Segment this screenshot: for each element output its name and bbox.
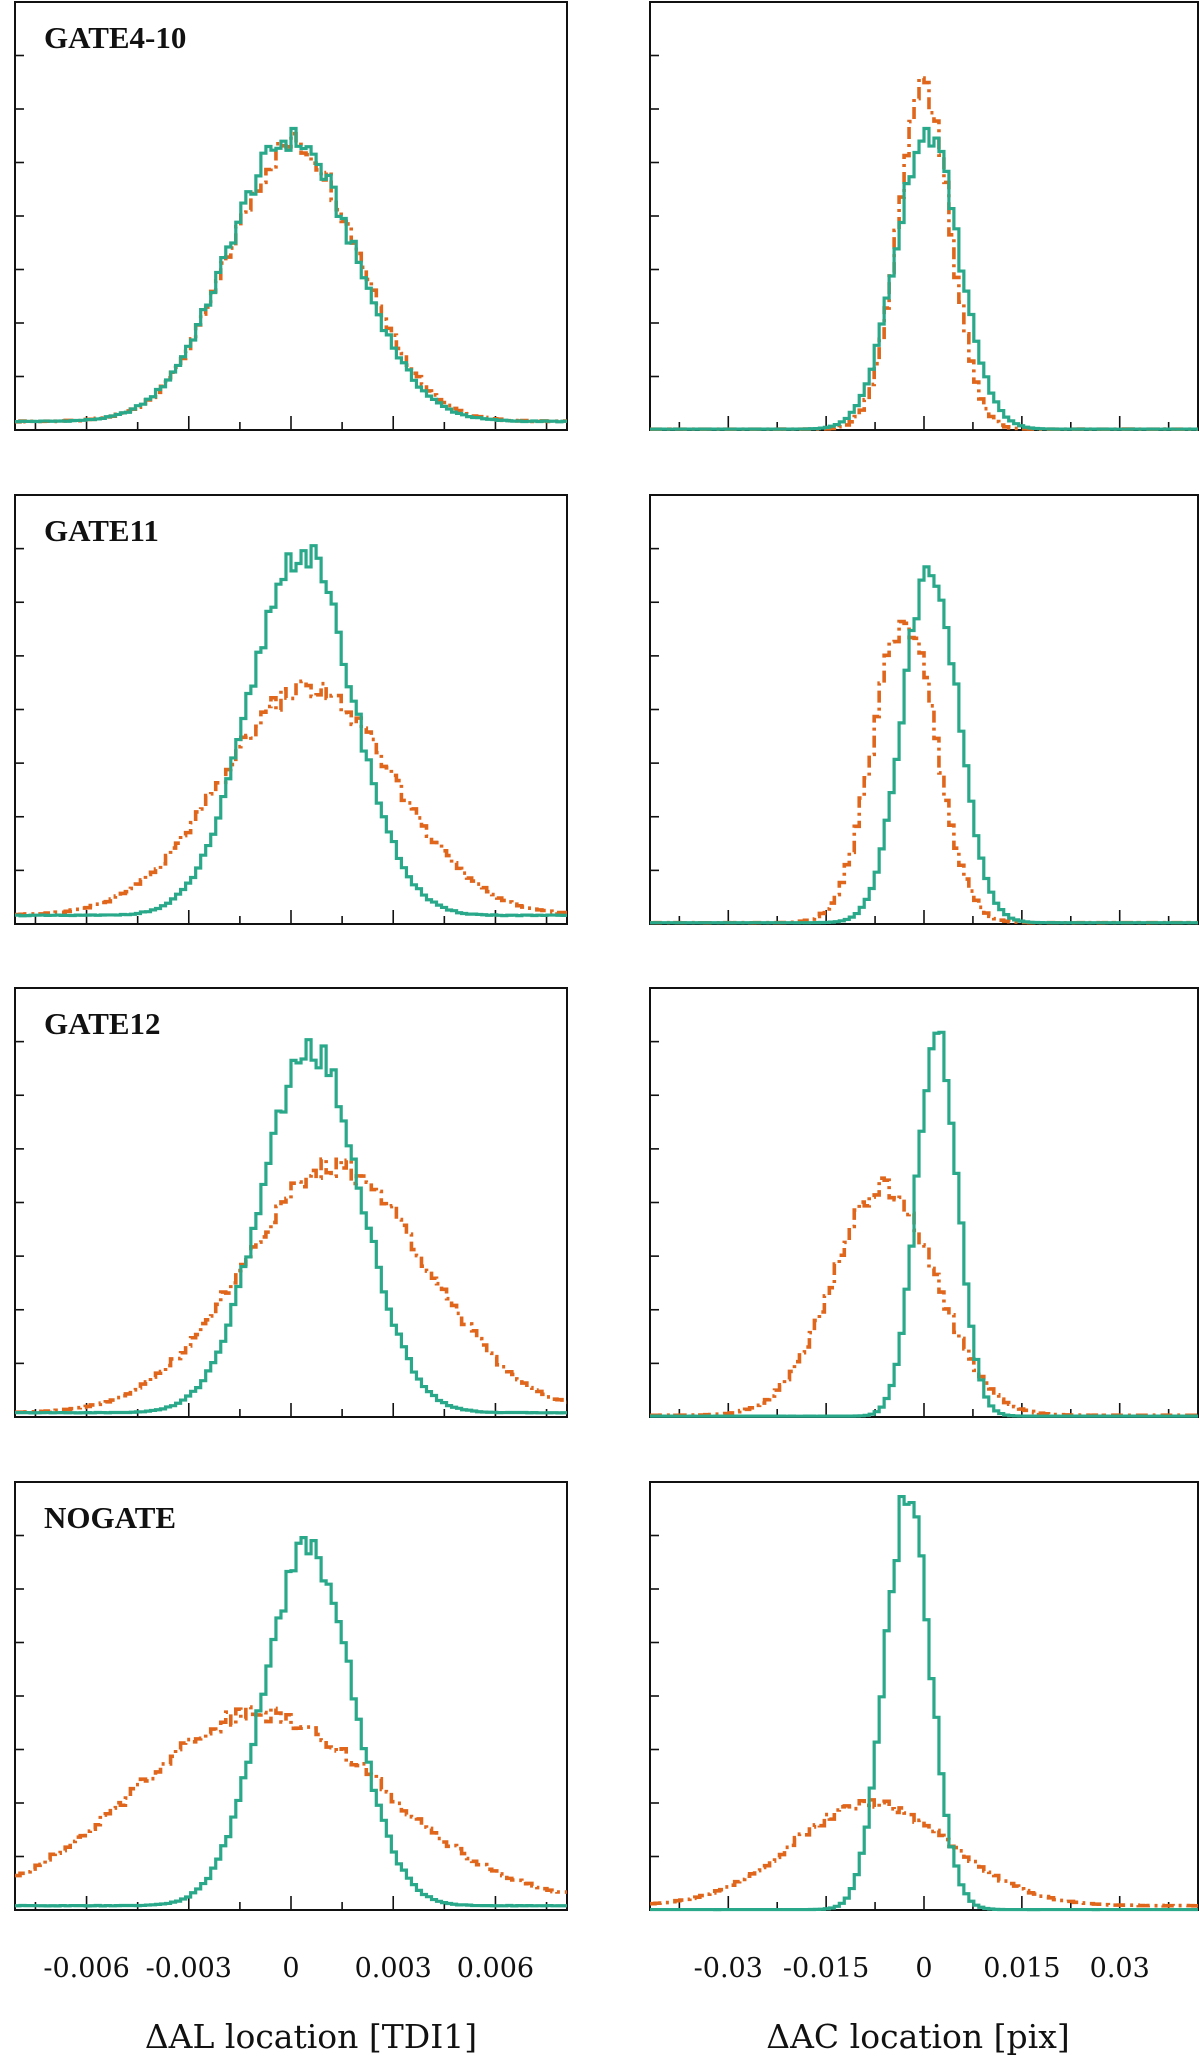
plot-frame [14,1,568,431]
x-tick-label-left: 0 [282,1953,299,1984]
histogram-solid-series [15,544,567,918]
plot-frame [649,987,1199,1418]
x-axis-label-ac: ΔAC location [pix] [766,2017,1069,2056]
histogram-dashed-series [650,619,1198,925]
panel-label: GATE12 [44,1006,161,1041]
histogram-solid-series [15,1038,567,1415]
plot-frame [14,987,568,1418]
x-tick-label-right: 0.03 [1090,1953,1150,1984]
panel-label: NOGATE [44,1500,176,1535]
histogram-solid-series [650,1030,1198,1418]
x-tick-label-right: -0.03 [694,1953,763,1984]
panel-row-gate12: GATE12 [14,987,1199,1418]
panel-gate4-10-right [649,1,1199,431]
panel-nogate-right [649,1481,1199,1912]
x-axis-label-al: ΔAL location [TDI1] [145,2017,477,2056]
histogram-dashed-series [15,1157,567,1414]
panel-row-nogate: NOGATE [14,1481,1199,1912]
histogram-solid-series [650,565,1198,925]
panel-row-gate11: GATE11 [14,494,1199,925]
histogram-dashed-series [650,1798,1198,1908]
panel-gate12-left: GATE12 [14,987,568,1418]
x-tick-label-right: -0.015 [783,1953,869,1984]
x-tick-label-left: -0.003 [146,1953,232,1984]
histogram-solid-series [650,1494,1198,1912]
x-tick-label-left: 0.006 [457,1953,534,1984]
histogram-dashed-series [15,679,567,917]
plot-frame [649,1,1199,431]
panel-gate11-right [649,494,1199,925]
histogram-solid-series [15,126,567,424]
panel-gate4-10-left: GATE4-10 [14,1,568,431]
histogram-solid-series [15,1536,567,1908]
x-tick-labels: -0.006 -0.003 0 0.003 0.006 -0.03 -0.015 0 0.015… [43,1953,1149,1984]
panels-layer: GATE4-10 GATE11 GATE12 NOGATE [14,1,1199,1912]
plot-frame [14,1481,568,1911]
panel-row-gate4-10: GATE4-10 [14,1,1199,431]
x-tick-label-right: 0.015 [983,1953,1060,1984]
histogram-solid-series [650,126,1198,431]
plot-frame [649,494,1199,925]
panel-nogate-left: NOGATE [14,1481,568,1911]
x-tick-label-left: -0.006 [43,1953,129,1984]
panel-label: GATE11 [44,513,159,548]
histogram-dashed-series [15,131,567,424]
histogram-dashed-series [650,1176,1198,1418]
x-tick-label-right: 0 [915,1953,932,1984]
panel-gate11-left: GATE11 [14,494,568,925]
plot-frame [649,1481,1199,1911]
panel-gate12-right [649,987,1199,1418]
panel-label: GATE4-10 [44,20,186,55]
x-tick-label-left: 0.003 [355,1953,432,1984]
histogram-dashed-series [15,1705,567,1894]
